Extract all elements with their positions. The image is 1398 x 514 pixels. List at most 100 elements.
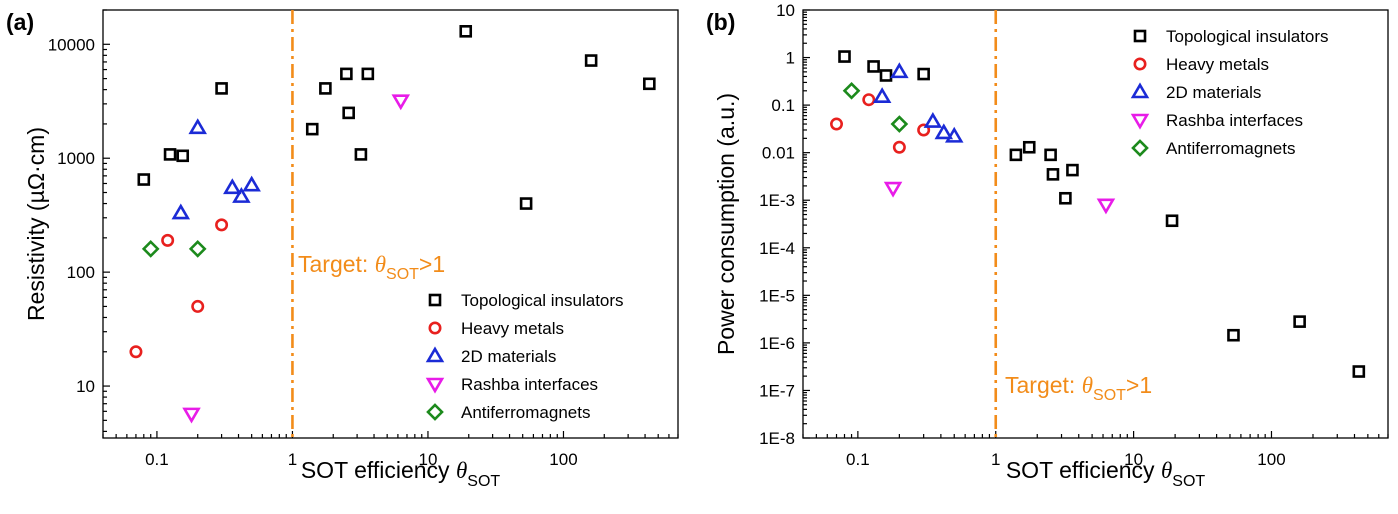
y-axis-label: Power consumption (a.u.) bbox=[713, 93, 739, 355]
y-tick-label: 0.01 bbox=[762, 144, 795, 163]
data-point bbox=[305, 122, 319, 136]
data-point bbox=[188, 118, 207, 135]
series-heavy-metals bbox=[830, 93, 931, 154]
y-tick-label: 1E-8 bbox=[759, 429, 795, 448]
data-point bbox=[1044, 148, 1057, 162]
target-label-sub: SOT bbox=[386, 266, 419, 283]
legend-label: Heavy metals bbox=[461, 319, 564, 338]
data-point bbox=[188, 240, 207, 258]
data-point bbox=[872, 87, 892, 104]
target-label-text: Target: bbox=[298, 251, 375, 277]
x-tick-label: 0.1 bbox=[145, 450, 169, 469]
data-point bbox=[842, 81, 861, 100]
data-point bbox=[862, 93, 876, 107]
data-point bbox=[1096, 198, 1116, 215]
data-point bbox=[242, 175, 261, 192]
data-point bbox=[191, 299, 205, 313]
y-tick-label: 1E-4 bbox=[759, 239, 795, 258]
x-axis-label: SOT efficiency θSOT bbox=[1006, 457, 1206, 490]
chart-b-svg: 0.1 1 10 100 1E-8 1E-7 1E-6 1E-5 1E-4 1E-3 0.01 0.1… bbox=[706, 1, 1389, 490]
legend-marker bbox=[1131, 139, 1149, 157]
data-point bbox=[1009, 148, 1023, 162]
plot-frame bbox=[102, 9, 679, 439]
legend-label: 2D materials bbox=[461, 347, 556, 366]
data-point bbox=[519, 197, 533, 210]
data-point bbox=[890, 115, 909, 133]
target-label-text: Target: bbox=[1005, 372, 1082, 398]
legend-label: Rashba interfaces bbox=[1166, 111, 1303, 130]
data-point bbox=[129, 345, 143, 359]
y-tick-label: 10 bbox=[776, 1, 795, 20]
chart-a-svg: 0.1 1 10 100 10 100 1000 10000 (a) Resistivity (µ… bbox=[6, 9, 679, 490]
x-axis-label-sub: SOT bbox=[1172, 473, 1205, 490]
data-point bbox=[342, 106, 355, 120]
series-rashba-interfaces bbox=[182, 94, 411, 424]
y-tick-label: 1E-5 bbox=[759, 286, 795, 305]
target-label: Target: θSOT>1 bbox=[1005, 372, 1152, 404]
data-point bbox=[163, 148, 177, 161]
data-point bbox=[643, 77, 656, 91]
legend-label: Topological insulators bbox=[461, 291, 624, 310]
series-rashba-interfaces bbox=[883, 181, 1116, 215]
legend: Topological insulators Heavy metals 2D mat… bbox=[1130, 27, 1329, 158]
data-point bbox=[883, 181, 903, 198]
data-point bbox=[161, 233, 175, 247]
x-axis-label-main: SOT efficiency bbox=[301, 457, 456, 483]
legend-marker bbox=[425, 377, 445, 394]
data-point bbox=[879, 69, 893, 82]
data-point bbox=[1059, 191, 1072, 205]
data-point bbox=[1227, 328, 1240, 342]
series-heavy-metals bbox=[129, 218, 229, 359]
data-point bbox=[584, 54, 598, 67]
legend-label: Antiferromagnets bbox=[461, 403, 590, 422]
data-point bbox=[1066, 163, 1079, 177]
legend-label: Heavy metals bbox=[1166, 55, 1269, 74]
legend-label: Antiferromagnets bbox=[1166, 139, 1295, 158]
y-axis-label: Resistivity (µΩ·cm) bbox=[23, 127, 49, 321]
data-point bbox=[923, 112, 943, 128]
data-point bbox=[1165, 214, 1179, 228]
data-point bbox=[892, 140, 906, 154]
plot-frame bbox=[802, 9, 1389, 439]
y-tick-label: 100 bbox=[67, 263, 95, 282]
y-tick-label: 0.1 bbox=[771, 96, 795, 115]
data-point bbox=[830, 117, 844, 131]
data-point bbox=[934, 123, 954, 140]
data-point bbox=[354, 148, 368, 161]
y-tick-label: 10 bbox=[76, 377, 95, 396]
series-antiferromagnets bbox=[141, 240, 207, 258]
x-tick-label: 0.1 bbox=[846, 450, 870, 469]
data-point bbox=[391, 94, 411, 111]
x-axis-label-main: SOT efficiency bbox=[1006, 457, 1161, 483]
data-point bbox=[215, 218, 229, 232]
x-tick-label: 10 bbox=[1124, 450, 1143, 469]
legend-marker bbox=[426, 403, 444, 421]
x-tick-label: 100 bbox=[1257, 450, 1285, 469]
series-antiferromagnets bbox=[842, 81, 909, 133]
target-label-tail: >1 bbox=[419, 251, 445, 277]
y-tick-label: 1E-6 bbox=[759, 334, 795, 353]
data-point bbox=[223, 178, 242, 195]
series-2d-materials bbox=[872, 62, 964, 143]
x-axis-label-theta: θ bbox=[456, 458, 467, 483]
series-topological-insulators bbox=[838, 50, 1366, 378]
y-tick-label: 1E-3 bbox=[759, 191, 795, 210]
data-point bbox=[890, 62, 909, 79]
y-tick-label: 1 bbox=[786, 49, 795, 68]
panel-label: (b) bbox=[706, 9, 735, 35]
y-tick-label: 1E-7 bbox=[759, 381, 795, 400]
x-tick-label: 1 bbox=[288, 450, 297, 469]
data-point bbox=[215, 82, 228, 95]
chart-panel-b: 0.1 1 10 100 1E-8 1E-7 1E-6 1E-5 1E-4 1E-3 0.01 0.1… bbox=[700, 0, 1398, 514]
data-point bbox=[944, 126, 964, 143]
legend-marker bbox=[428, 321, 442, 335]
x-axis-label: SOT efficiency θSOT bbox=[301, 457, 501, 490]
target-label-theta: θ bbox=[1082, 373, 1093, 398]
legend-marker bbox=[425, 346, 445, 363]
target-label-sub: SOT bbox=[1093, 387, 1126, 404]
x-axis-label-sub: SOT bbox=[467, 473, 500, 490]
target-label: Target: θSOT>1 bbox=[298, 251, 445, 283]
y-tick-label: 10000 bbox=[48, 35, 95, 54]
legend-marker bbox=[1133, 57, 1147, 71]
legend-marker bbox=[1130, 82, 1150, 99]
